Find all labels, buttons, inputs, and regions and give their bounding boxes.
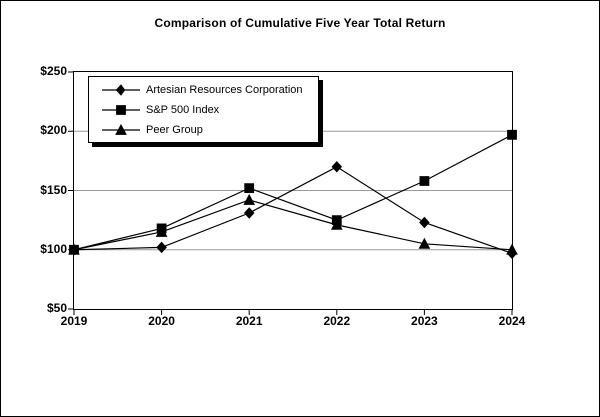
x-axis-label-2021: 2021 — [235, 314, 263, 328]
marker-triangle-peer-group-2022 — [330, 218, 343, 230]
marker-diamond-artesian-resources-corporation-2022 — [331, 161, 343, 173]
y-axis-label-150: $150 — [40, 182, 67, 197]
marker-diamond-artesian-resources-corporation-2023 — [419, 216, 430, 229]
legend-label: Artesian Resources Corporation — [146, 84, 303, 96]
marker-triangle-peer-group-2020 — [155, 225, 168, 237]
legend: Artesian Resources Corporation S&P 500 In… — [88, 76, 319, 143]
x-axis-label-2024: 2024 — [498, 314, 526, 328]
legend-item-s-p-500-index: S&P 500 Index — [89, 100, 318, 120]
y-axis-label-200: $200 — [40, 123, 67, 138]
x-axis-label-2019: 2019 — [60, 314, 88, 328]
triangle-marker-icon — [102, 123, 140, 135]
y-axis-label-50: $50 — [46, 301, 67, 315]
marker-diamond-artesian-resources-corporation-2020 — [156, 241, 167, 254]
marker-triangle-peer-group-2021 — [243, 193, 256, 205]
legend-item-peer-group: Peer Group — [89, 120, 318, 140]
legend-label: S&P 500 Index — [146, 104, 220, 116]
x-axis-label-2022: 2022 — [323, 314, 351, 328]
marker-diamond-artesian-resources-corporation-2019 — [68, 244, 80, 256]
marker-diamond-artesian-resources-corporation-2024 — [506, 247, 518, 260]
marker-diamond-artesian-resources-corporation-2021 — [243, 207, 255, 219]
diamond-marker-icon — [102, 84, 140, 96]
series-line-artesian-resources-corporation — [73, 166, 513, 254]
y-axis-label-250: $250 — [40, 64, 67, 78]
x-axis-label-2020: 2020 — [148, 314, 175, 328]
y-axis-label-100: $100 — [40, 241, 67, 256]
series-line-peer-group — [73, 199, 513, 251]
square-marker-icon — [102, 105, 140, 115]
series-line-s-p-500-index — [73, 134, 513, 251]
marker-triangle-peer-group-2023 — [418, 237, 431, 249]
marker-square-s-p-500-index-2023 — [419, 176, 430, 186]
x-axis-label-2023: 2023 — [411, 314, 438, 328]
legend-item-artesian-resources-corporation: Artesian Resources Corporation — [89, 80, 318, 100]
legend-label: Peer Group — [146, 124, 203, 136]
chart-title: Comparison of Cumulative Five Year Total… — [154, 16, 446, 30]
marker-square-s-p-500-index-2024 — [507, 129, 517, 140]
marker-square-s-p-500-index-2021 — [244, 183, 255, 194]
